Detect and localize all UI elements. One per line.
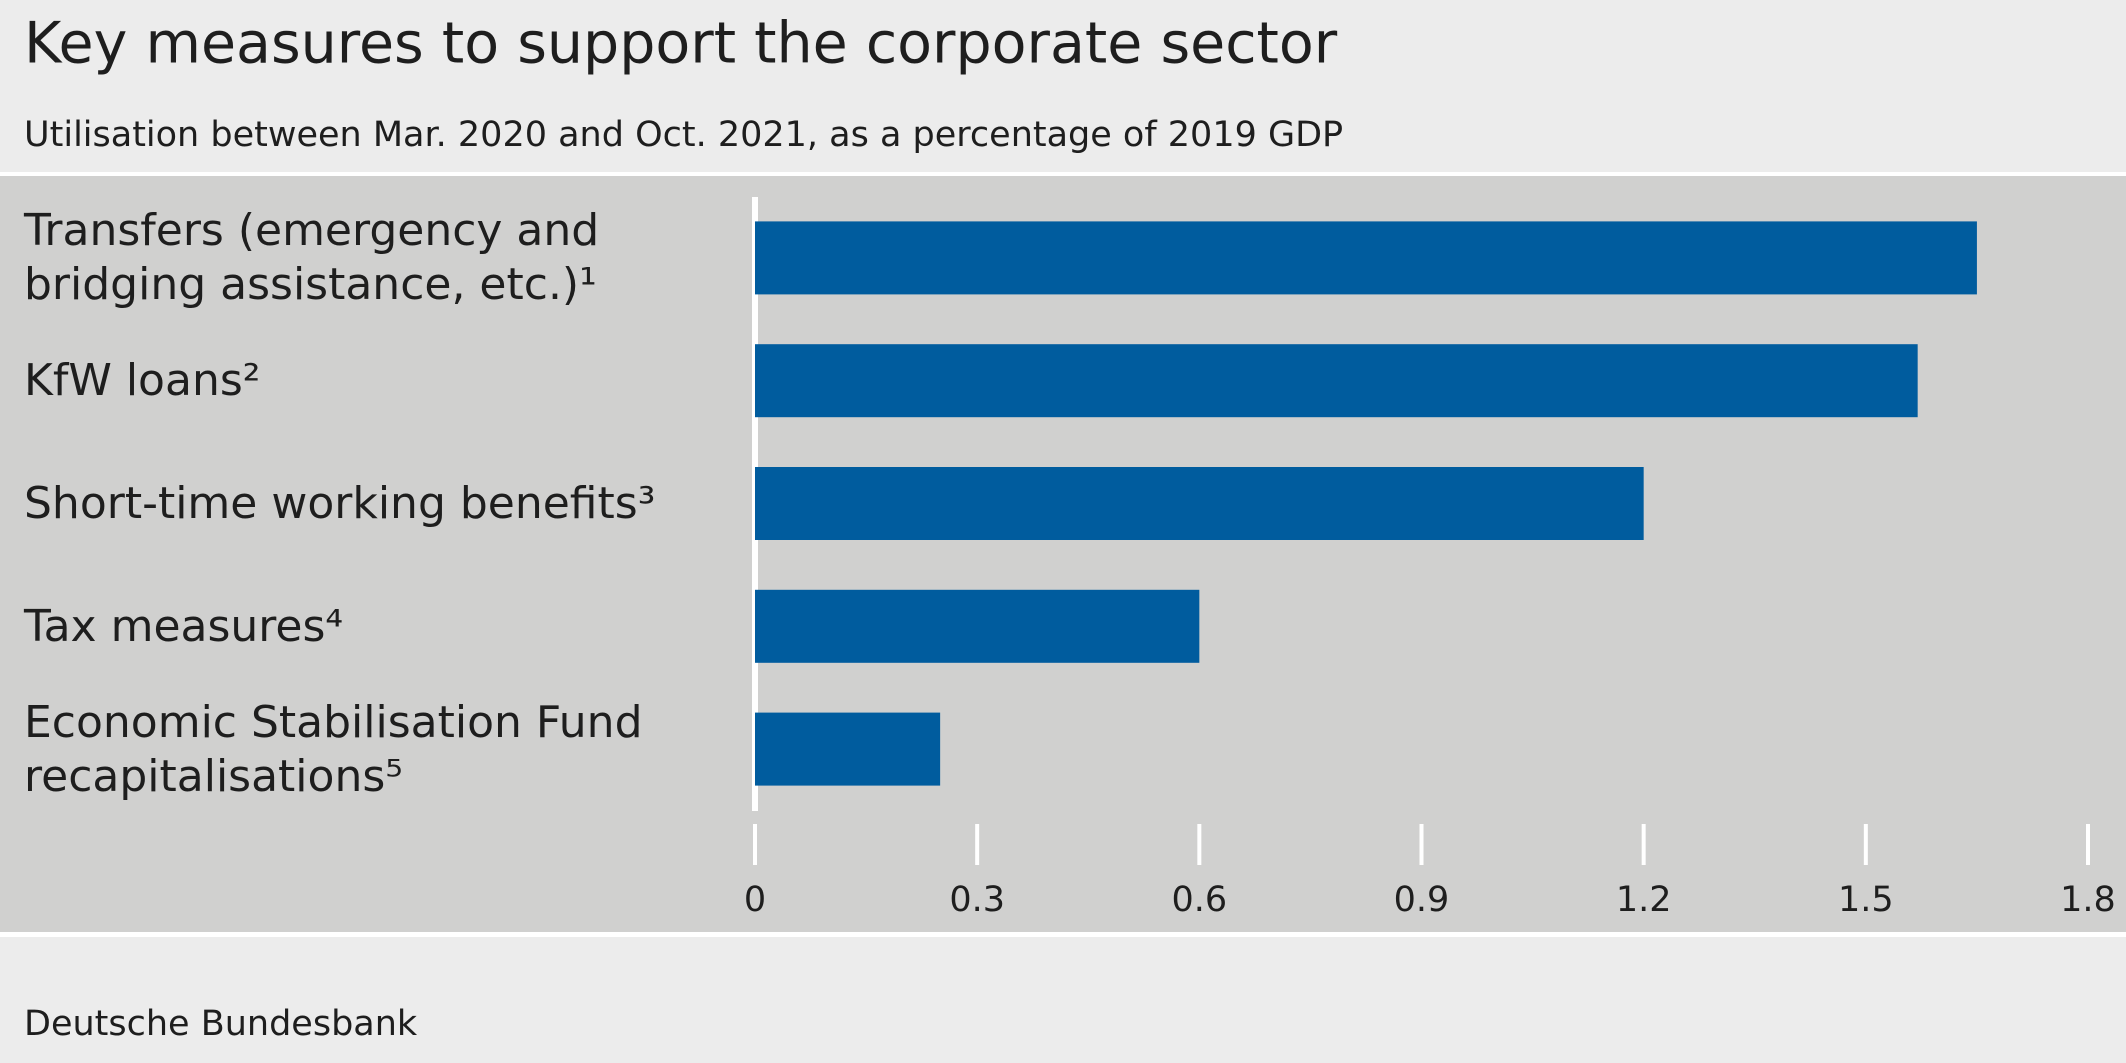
bar	[755, 589, 1200, 663]
plot-background	[0, 176, 2126, 932]
category-label: KfW loans²	[24, 355, 261, 407]
chart-title: Key measures to support the corporate se…	[24, 11, 1338, 77]
chart-subtitle: Utilisation between Mar. 2020 and Oct. 2…	[24, 115, 1343, 155]
x-tick-label: 1.2	[1616, 880, 1672, 920]
category-label: Tax measures⁴	[24, 600, 344, 652]
x-tick-label: 1.8	[2060, 880, 2116, 920]
bar	[755, 712, 941, 786]
source: Deutsche Bundesbank	[24, 1004, 418, 1044]
x-tick-label: 1.5	[1838, 880, 1894, 920]
category-label: Transfers (emergency and bridging assist…	[24, 205, 600, 311]
x-tick-label: 0	[744, 880, 766, 920]
x-tick-label: 0.9	[1394, 880, 1450, 920]
bar	[755, 467, 1644, 540]
separator	[0, 172, 2126, 176]
bar	[755, 221, 1977, 295]
category-label: Short-time working benefits³	[24, 478, 656, 529]
x-tick-label: 0.6	[1171, 880, 1227, 920]
category-label: Economic Stabilisation Fund recapitalisa…	[24, 696, 643, 802]
bar	[755, 344, 1918, 418]
separator	[0, 932, 2126, 937]
x-tick-label: 0.3	[949, 880, 1005, 920]
